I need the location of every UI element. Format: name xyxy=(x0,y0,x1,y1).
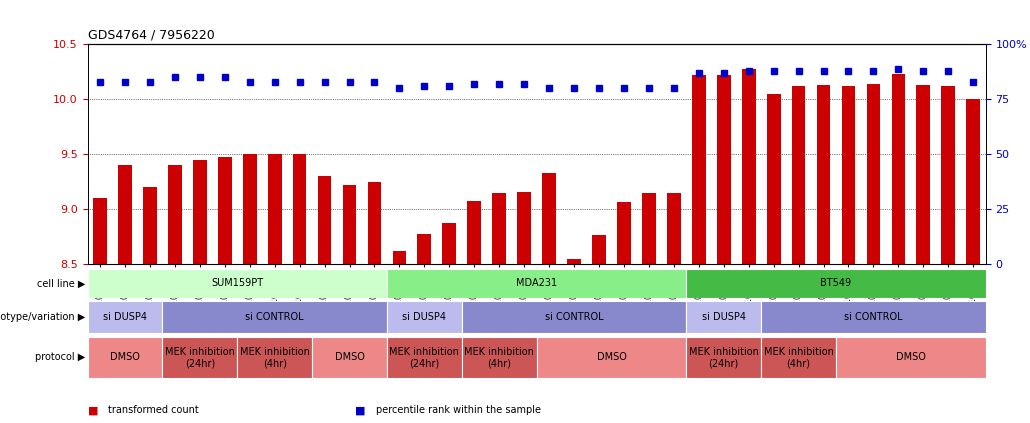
Bar xyxy=(368,182,381,264)
Text: MEK inhibition
(4hr): MEK inhibition (4hr) xyxy=(465,346,535,368)
Bar xyxy=(766,94,781,264)
Bar xyxy=(742,69,756,264)
Bar xyxy=(542,173,556,264)
Text: DMSO: DMSO xyxy=(110,352,140,363)
Bar xyxy=(792,86,805,264)
Bar xyxy=(917,85,930,264)
Bar xyxy=(268,154,281,264)
Bar xyxy=(892,74,905,264)
Text: SUM159PT: SUM159PT xyxy=(211,278,264,288)
Bar xyxy=(343,185,356,264)
Bar xyxy=(392,251,406,264)
Bar xyxy=(842,86,855,264)
Bar xyxy=(163,301,387,333)
Text: protocol ▶: protocol ▶ xyxy=(35,352,85,363)
Bar xyxy=(568,259,581,264)
Text: DMSO: DMSO xyxy=(596,352,626,363)
Bar xyxy=(717,75,730,264)
Bar xyxy=(93,198,107,264)
Bar xyxy=(243,154,256,264)
Bar xyxy=(317,176,332,264)
Text: ■: ■ xyxy=(355,405,366,415)
Text: MEK inhibition
(24hr): MEK inhibition (24hr) xyxy=(389,346,459,368)
Bar xyxy=(461,337,537,378)
Bar xyxy=(592,235,606,264)
Bar xyxy=(218,157,232,264)
Bar xyxy=(817,85,830,264)
Text: si CONTROL: si CONTROL xyxy=(545,312,604,322)
Text: si DUSP4: si DUSP4 xyxy=(403,312,446,322)
Bar xyxy=(686,301,761,333)
Text: DMSO: DMSO xyxy=(335,352,365,363)
Text: cell line ▶: cell line ▶ xyxy=(37,278,85,288)
Bar xyxy=(237,337,312,378)
Bar xyxy=(686,269,986,298)
Bar xyxy=(461,301,686,333)
Text: genotype/variation ▶: genotype/variation ▶ xyxy=(0,312,85,322)
Bar xyxy=(866,84,881,264)
Bar xyxy=(941,86,955,264)
Text: BT549: BT549 xyxy=(821,278,852,288)
Bar xyxy=(118,165,132,264)
Text: DMSO: DMSO xyxy=(896,352,926,363)
Bar xyxy=(163,337,237,378)
Text: MEK inhibition
(4hr): MEK inhibition (4hr) xyxy=(763,346,833,368)
Bar xyxy=(312,337,387,378)
Bar xyxy=(387,337,461,378)
Text: si CONTROL: si CONTROL xyxy=(245,312,304,322)
Text: percentile rank within the sample: percentile rank within the sample xyxy=(376,405,541,415)
Bar xyxy=(387,269,686,298)
Bar xyxy=(193,160,207,264)
Text: GDS4764 / 7956220: GDS4764 / 7956220 xyxy=(88,29,214,42)
Text: MEK inhibition
(24hr): MEK inhibition (24hr) xyxy=(165,346,235,368)
Bar xyxy=(387,301,461,333)
Text: ■: ■ xyxy=(88,405,98,415)
Bar xyxy=(517,192,531,264)
Text: MEK inhibition
(24hr): MEK inhibition (24hr) xyxy=(689,346,759,368)
Bar xyxy=(692,75,706,264)
Bar xyxy=(537,337,686,378)
Bar xyxy=(293,154,307,264)
Bar xyxy=(143,187,157,264)
Text: transformed count: transformed count xyxy=(108,405,199,415)
Bar xyxy=(417,233,432,264)
Text: si DUSP4: si DUSP4 xyxy=(103,312,147,322)
Text: si DUSP4: si DUSP4 xyxy=(701,312,746,322)
Bar xyxy=(966,99,981,264)
Bar xyxy=(492,193,506,264)
Bar xyxy=(836,337,986,378)
Bar xyxy=(642,193,656,264)
Text: si CONTROL: si CONTROL xyxy=(845,312,902,322)
Bar xyxy=(168,165,181,264)
Bar xyxy=(761,337,836,378)
Text: MDA231: MDA231 xyxy=(516,278,557,288)
Bar xyxy=(443,222,456,264)
Bar xyxy=(88,269,387,298)
Bar xyxy=(88,337,163,378)
Bar xyxy=(686,337,761,378)
Bar xyxy=(761,301,986,333)
Bar xyxy=(617,202,630,264)
Bar xyxy=(468,201,481,264)
Bar xyxy=(667,193,681,264)
Bar xyxy=(88,301,163,333)
Text: MEK inhibition
(4hr): MEK inhibition (4hr) xyxy=(240,346,310,368)
